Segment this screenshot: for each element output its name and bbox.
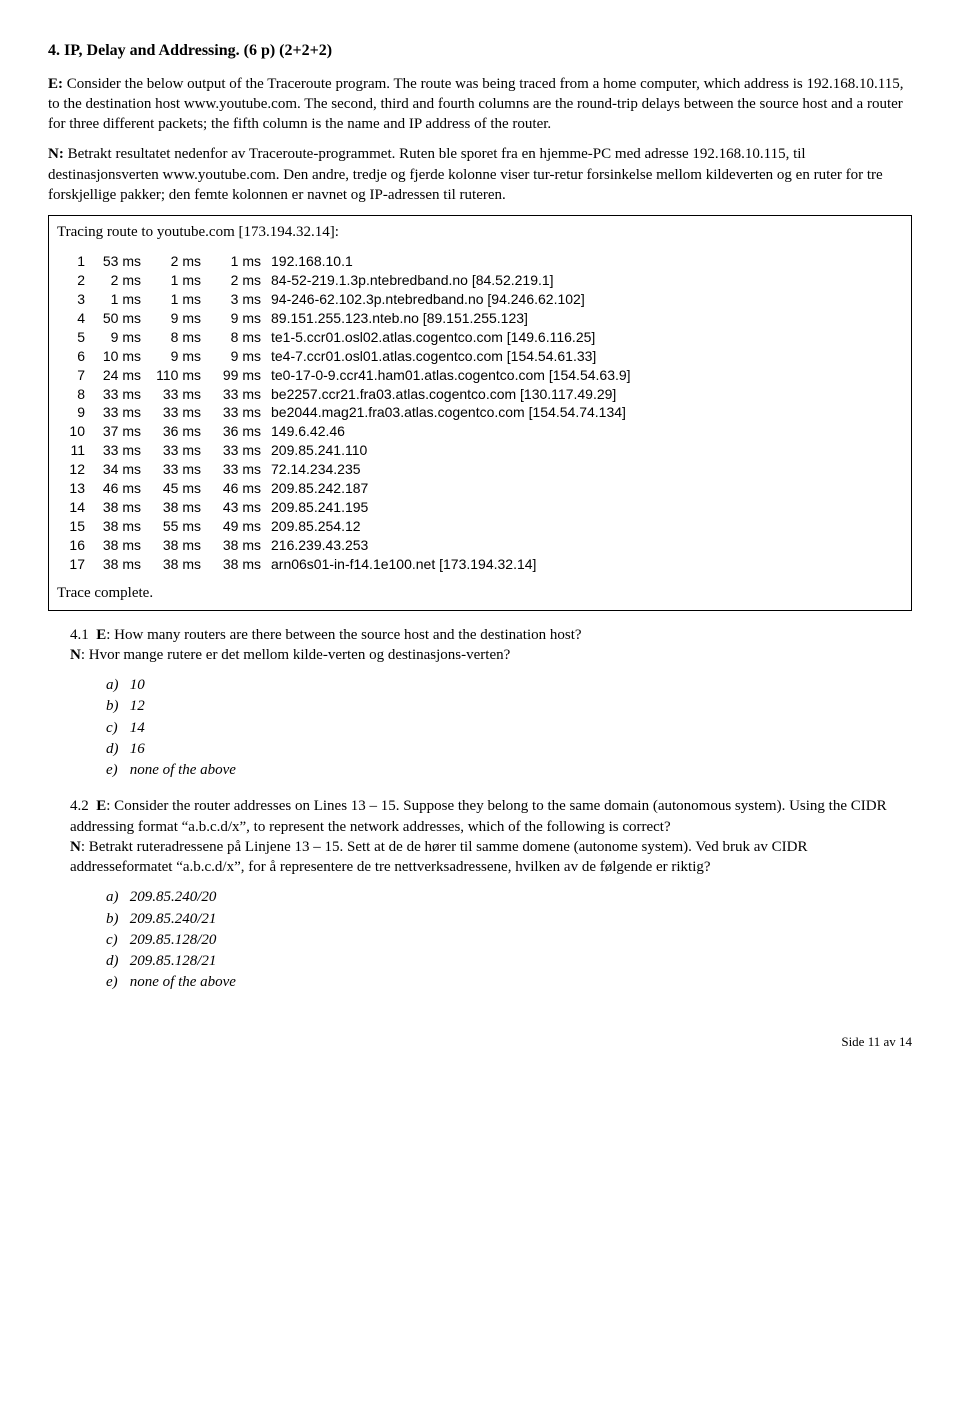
- para-n-text: Betrakt resultatet nedenfor av Tracerout…: [48, 146, 883, 203]
- trace-row: 153 ms2 ms1 ms192.168.10.1: [57, 252, 903, 271]
- trace-row: 59 ms8 ms8 mste1-5.ccr01.osl02.atlas.cog…: [57, 328, 903, 347]
- q42-e-label: E: [96, 798, 106, 814]
- option: c) 14: [106, 718, 912, 738]
- question-4-1: 4.1 E: How many routers are there betwee…: [70, 625, 912, 666]
- paragraph-norwegian: N: Betrakt resultatet nedenfor av Tracer…: [48, 144, 912, 205]
- question-4-2: 4.2 E: Consider the router addresses on …: [70, 796, 912, 877]
- trace-row: 22 ms1 ms2 ms84-52-219.1.3p.ntebredband.…: [57, 271, 903, 290]
- label-e: E:: [48, 76, 63, 92]
- trace-body: 153 ms2 ms1 ms192.168.10.122 ms1 ms2 ms8…: [57, 252, 903, 573]
- option: b) 209.85.240/21: [106, 909, 912, 929]
- q41-options: a) 10b) 12c) 14d) 16e) none of the above: [106, 675, 912, 780]
- trace-row: 1133 ms33 ms33 ms209.85.241.110: [57, 441, 903, 460]
- paragraph-english: E: Consider the below output of the Trac…: [48, 74, 912, 135]
- para-e-text: Consider the below output of the Tracero…: [48, 76, 903, 133]
- q41-n-text: : Hvor mange rutere er det mellom kilde-…: [81, 647, 510, 663]
- q42-number: 4.2: [70, 796, 89, 816]
- option: a) 209.85.240/20: [106, 887, 912, 907]
- trace-row: 1638 ms38 ms38 ms216.239.43.253: [57, 536, 903, 555]
- option: d) 209.85.128/21: [106, 951, 912, 971]
- q41-number: 4.1: [70, 625, 89, 645]
- option: c) 209.85.128/20: [106, 930, 912, 950]
- q41-n-label: N: [70, 647, 81, 663]
- trace-row: 1234 ms33 ms33 ms72.14.234.235: [57, 460, 903, 479]
- option: e) none of the above: [106, 760, 912, 780]
- q41-e-label: E: [96, 627, 106, 643]
- option: a) 10: [106, 675, 912, 695]
- option: e) none of the above: [106, 972, 912, 992]
- traceroute-box: Tracing route to youtube.com [173.194.32…: [48, 215, 912, 611]
- trace-row: 724 ms110 ms99 mste0-17-0-9.ccr41.ham01.…: [57, 366, 903, 385]
- q41-e-text: : How many routers are there between the…: [106, 627, 581, 643]
- trace-header: Tracing route to youtube.com [173.194.32…: [57, 222, 903, 242]
- q42-options: a) 209.85.240/20b) 209.85.240/21c) 209.8…: [106, 887, 912, 992]
- trace-row: 610 ms9 ms9 mste4-7.ccr01.osl01.atlas.co…: [57, 347, 903, 366]
- trace-row: 1438 ms38 ms43 ms209.85.241.195: [57, 498, 903, 517]
- trace-row: 1037 ms36 ms36 ms149.6.42.46: [57, 422, 903, 441]
- option: d) 16: [106, 739, 912, 759]
- section-title: 4. IP, Delay and Addressing. (6 p) (2+2+…: [48, 40, 912, 62]
- trace-row: 450 ms9 ms9 ms89.151.255.123.nteb.no [89…: [57, 309, 903, 328]
- label-n: N:: [48, 146, 64, 162]
- q42-n-text: : Betrakt ruteradressene på Linjene 13 –…: [70, 839, 807, 875]
- trace-row: 833 ms33 ms33 msbe2257.ccr21.fra03.atlas…: [57, 385, 903, 404]
- trace-row: 1738 ms38 ms38 msarn06s01-in-f14.1e100.n…: [57, 555, 903, 574]
- option: b) 12: [106, 696, 912, 716]
- trace-row: 31 ms1 ms3 ms94-246-62.102.3p.ntebredban…: [57, 290, 903, 309]
- trace-row: 1538 ms55 ms49 ms209.85.254.12: [57, 517, 903, 536]
- q42-e-text: : Consider the router addresses on Lines…: [70, 798, 887, 834]
- q42-n-label: N: [70, 839, 81, 855]
- trace-complete: Trace complete.: [57, 583, 903, 603]
- trace-row: 933 ms33 ms33 msbe2044.mag21.fra03.atlas…: [57, 403, 903, 422]
- trace-row: 1346 ms45 ms46 ms209.85.242.187: [57, 479, 903, 498]
- page-footer: Side 11 av 14: [48, 1033, 912, 1051]
